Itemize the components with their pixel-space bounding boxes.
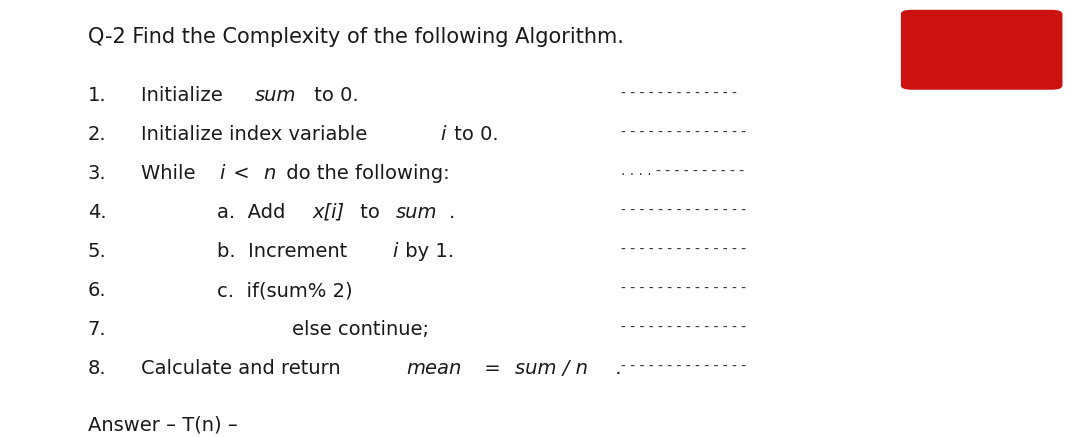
Text: While: While	[141, 164, 202, 183]
Text: else continue;: else continue;	[293, 320, 429, 339]
Text: .: .	[449, 203, 456, 222]
Text: - - - - - - - - - - - - - -: - - - - - - - - - - - - - -	[621, 281, 746, 295]
Text: to 0.: to 0.	[447, 125, 498, 144]
Text: 8.: 8.	[87, 359, 106, 378]
Text: - - - - - - - - - - - - - -: - - - - - - - - - - - - - -	[621, 203, 746, 217]
Text: mean: mean	[406, 359, 462, 378]
Text: do the following:: do the following:	[280, 164, 449, 183]
Text: Q-2 Find the Complexity of the following Algorithm.: Q-2 Find the Complexity of the following…	[87, 27, 623, 47]
Text: 4.: 4.	[87, 203, 106, 222]
Text: i: i	[219, 164, 225, 183]
Text: n: n	[264, 164, 276, 183]
Text: c.  if(sum% 2): c. if(sum% 2)	[217, 281, 352, 300]
Text: - - - - - - - - - - - - - -: - - - - - - - - - - - - - -	[621, 242, 746, 256]
Text: sum: sum	[395, 203, 437, 222]
Text: sum: sum	[255, 86, 296, 104]
Text: to: to	[354, 203, 387, 222]
Text: 6.: 6.	[87, 281, 106, 300]
Text: .: .	[609, 359, 621, 378]
Text: Initialize index variable: Initialize index variable	[141, 125, 374, 144]
Text: Calculate and return: Calculate and return	[141, 359, 348, 378]
Text: 3.: 3.	[87, 164, 106, 183]
Text: 2.: 2.	[87, 125, 106, 144]
Text: b.  Increment: b. Increment	[217, 242, 353, 261]
Text: Answer – T(n) –: Answer – T(n) –	[87, 415, 238, 434]
Text: i: i	[441, 125, 446, 144]
Text: sum / n: sum / n	[515, 359, 588, 378]
Text: 1.: 1.	[87, 86, 106, 104]
Text: by 1.: by 1.	[400, 242, 455, 261]
Text: - - - - - - - - - - - - - -: - - - - - - - - - - - - - -	[621, 320, 746, 334]
Text: Initialize: Initialize	[141, 86, 229, 104]
Text: i: i	[392, 242, 397, 261]
Text: - - - - - - - - - - - - - -: - - - - - - - - - - - - - -	[621, 125, 746, 139]
Text: - - - - - - - - - - - - -: - - - - - - - - - - - - -	[621, 86, 737, 100]
Text: x[i]: x[i]	[313, 203, 345, 222]
Text: 7.: 7.	[87, 320, 106, 339]
Text: 5.: 5.	[87, 242, 106, 261]
Text: . . . . - - - - - - - - - -: . . . . - - - - - - - - - -	[621, 164, 744, 178]
Text: a.  Add: a. Add	[217, 203, 292, 222]
Text: - - - - - - - - - - - - - -: - - - - - - - - - - - - - -	[621, 359, 746, 373]
Text: to 0.: to 0.	[308, 86, 359, 104]
FancyBboxPatch shape	[901, 10, 1063, 90]
Text: =: =	[477, 359, 507, 378]
Text: <: <	[227, 164, 255, 183]
